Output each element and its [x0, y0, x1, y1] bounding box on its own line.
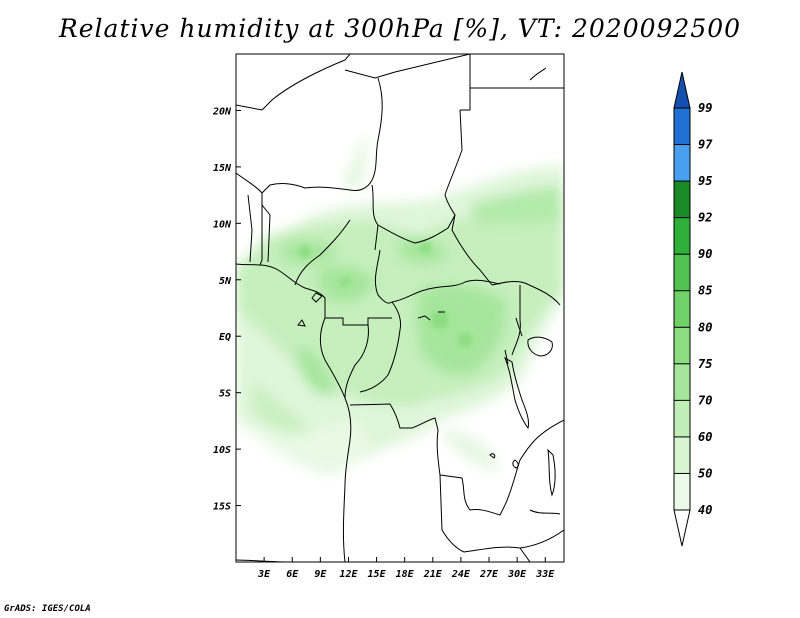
colorbar-label: 50	[698, 466, 712, 480]
colorbar-label: 92	[698, 211, 712, 225]
x-tick-label: 21E	[423, 569, 443, 580]
colorbar-segment	[674, 108, 690, 145]
x-tick-label: 18E	[396, 569, 415, 580]
colorbar-segment	[674, 290, 690, 328]
colorbar-segment	[674, 363, 690, 401]
colorbar-segment	[674, 181, 690, 218]
x-axis: 3E 6E 9E 12E 15E 18E 21E 24E 27E 30E 33E	[257, 557, 555, 580]
x-tick-label: 15E	[368, 569, 387, 580]
y-tick-label: 10N	[213, 219, 232, 230]
colorbar-label: 90	[698, 247, 712, 261]
colorbar-segment	[674, 327, 690, 364]
colorbar-segment	[674, 473, 690, 510]
lakes-islands	[297, 292, 519, 469]
x-tick-label: 9E	[314, 569, 327, 580]
colorbar-segment	[673, 71, 691, 109]
y-tick-label: 10S	[213, 445, 231, 456]
grads-credit: GrADS: IGES/COLA	[4, 604, 91, 614]
humidity-shading	[236, 135, 564, 475]
y-tick-label: 15S	[213, 502, 231, 513]
colorbar-segment	[674, 254, 690, 291]
country-borders	[236, 54, 564, 562]
colorbar-segment	[674, 436, 690, 474]
x-tick-label: 27E	[479, 569, 499, 580]
x-tick-label: 3E	[257, 569, 271, 580]
colorbar-segment	[674, 217, 690, 255]
y-axis: 20N 15N 10N 5N EQ 5S 10S 15S	[212, 106, 241, 513]
colorbar-segment	[674, 144, 690, 182]
colorbar-label: 95	[698, 174, 712, 188]
chart-title: Relative humidity at 300hPa [%], VT: 202…	[58, 14, 742, 43]
map-frame	[235, 53, 565, 563]
y-tick-label: 5S	[219, 389, 231, 400]
y-tick-label: 15N	[213, 163, 232, 174]
y-tick-label: 5N	[219, 276, 232, 287]
colorbar: 40 50 60 70 75 80 85 90 92 95 97 99	[673, 71, 713, 547]
colorbar-label: 60	[698, 430, 712, 444]
colorbar-label: 40	[698, 503, 712, 517]
x-tick-label: 12E	[339, 569, 358, 580]
colorbar-label: 85	[698, 284, 712, 298]
x-tick-label: 24E	[451, 569, 471, 580]
y-tick-label: 20N	[212, 106, 232, 117]
x-tick-label: 6E	[286, 569, 299, 580]
colorbar-label: 75	[698, 357, 712, 371]
x-tick-label: 30E	[507, 569, 527, 580]
colorbar-segment	[673, 509, 691, 547]
colorbar-segment	[674, 400, 690, 437]
y-tick-label: EQ	[219, 332, 231, 343]
colorbar-label: 99	[698, 101, 712, 115]
x-tick-label: 33E	[535, 569, 555, 580]
colorbar-label: 80	[698, 320, 712, 334]
colorbar-label: 97	[698, 138, 713, 152]
colorbar-label: 70	[698, 393, 712, 407]
